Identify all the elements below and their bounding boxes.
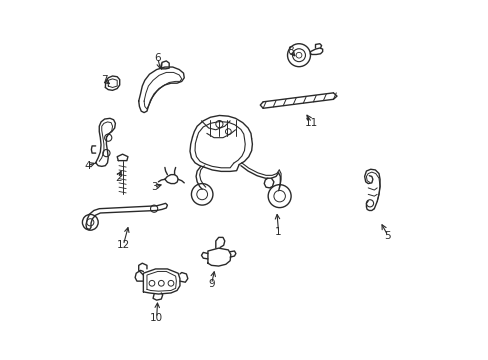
Text: 3: 3 xyxy=(150,182,157,192)
Text: 11: 11 xyxy=(305,118,318,128)
Text: 5: 5 xyxy=(384,231,390,240)
Text: 6: 6 xyxy=(154,53,161,63)
Text: 7: 7 xyxy=(101,75,107,85)
Text: 4: 4 xyxy=(84,161,91,171)
Text: 8: 8 xyxy=(286,46,293,56)
Text: 2: 2 xyxy=(115,173,122,183)
Text: 1: 1 xyxy=(275,227,281,237)
Text: 12: 12 xyxy=(117,240,130,250)
Text: 9: 9 xyxy=(208,279,214,289)
Text: 10: 10 xyxy=(150,313,163,323)
